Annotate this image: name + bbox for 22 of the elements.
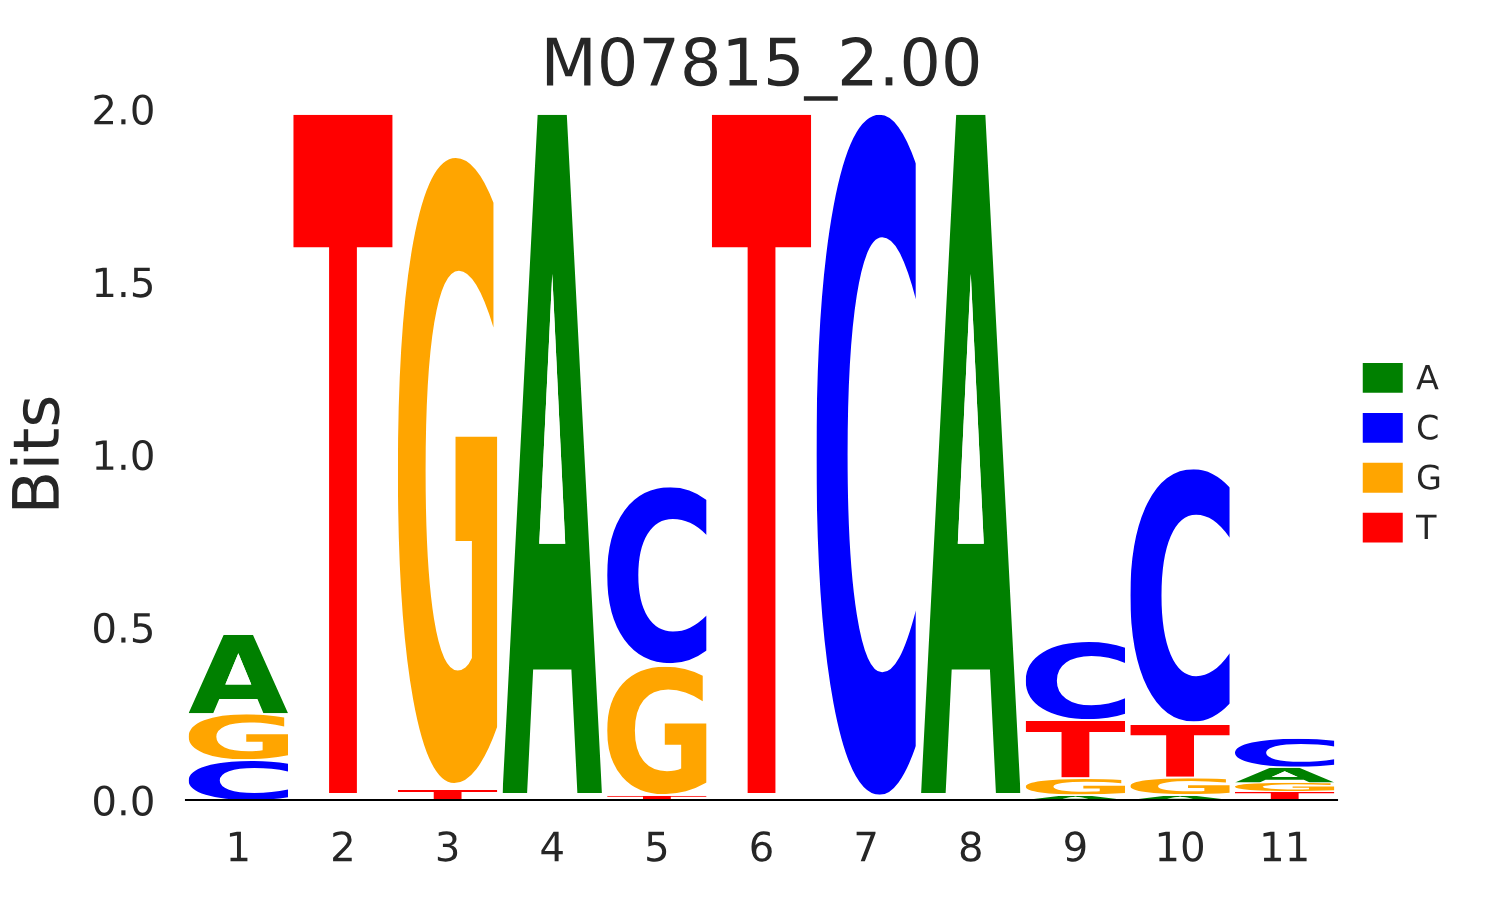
x-tick-label: 7 <box>856 831 876 862</box>
legend-label: T <box>1415 514 1437 540</box>
x-tick-label: 5 <box>647 831 667 862</box>
x-tick-label: 8 <box>960 831 981 862</box>
y-tick-label: 0.0 <box>94 785 153 816</box>
y-tick-label: 2.0 <box>94 94 153 125</box>
x-tick-label: 6 <box>751 831 772 862</box>
y-tick-label: 0.5 <box>94 612 152 644</box>
x-tick-label: 2 <box>333 831 352 862</box>
x-tick-label: 1 <box>229 831 248 862</box>
x-tick-label: 9 <box>1065 831 1086 862</box>
legend-label: G <box>1417 464 1440 490</box>
x-tick-label: 4 <box>541 831 563 862</box>
chart-title: M07815_2.00 <box>546 36 979 101</box>
x-tick-label: 3 <box>437 831 458 862</box>
x-tick-label: 10 <box>1158 831 1203 862</box>
legend-label: C <box>1417 414 1438 440</box>
y-tick-label: 1.5 <box>95 267 152 298</box>
x-tick-label: 11 <box>1263 831 1307 862</box>
legend-label: A <box>1416 365 1439 390</box>
y-axis-title: Bits <box>10 397 60 509</box>
y-tick-label: 1.0 <box>95 439 153 471</box>
